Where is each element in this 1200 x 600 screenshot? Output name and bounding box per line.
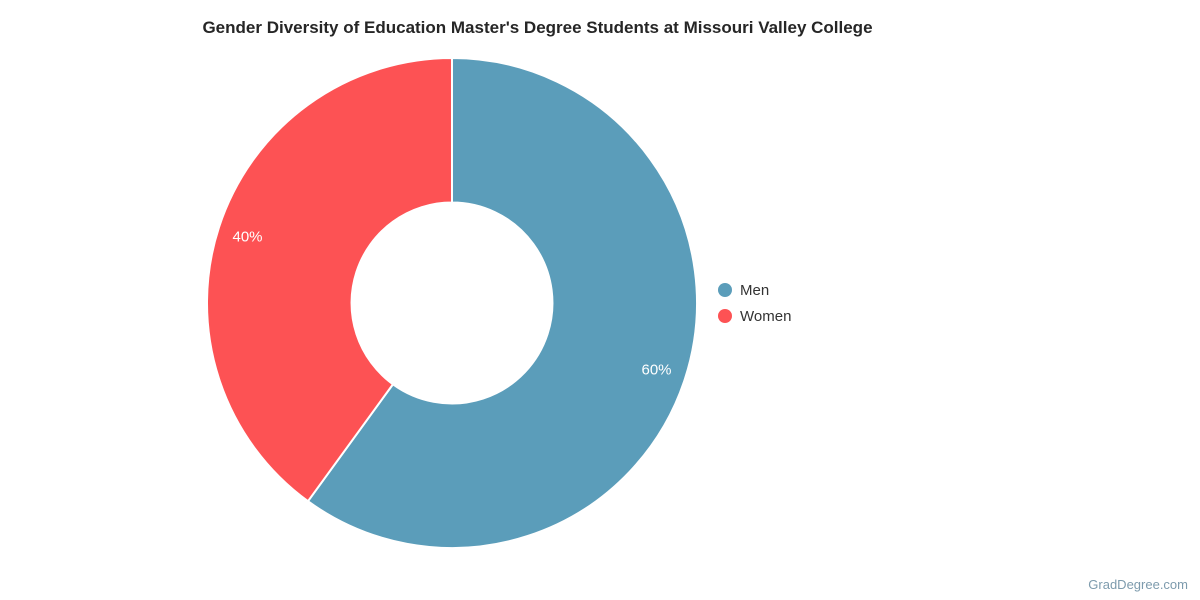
legend-item-women[interactable]: Women [718,303,791,329]
legend-item-men[interactable]: Men [718,277,791,303]
chart-title: Gender Diversity of Education Master's D… [202,18,873,37]
legend-label: Men [740,281,770,299]
legend-marker-icon [718,283,732,297]
watermark: GradDegree.com [1088,577,1188,592]
pie-slice-men[interactable] [306,57,698,549]
pie-slice-women[interactable] [205,57,453,503]
legend-label: Women [740,307,792,325]
data-label-men: 60% [641,361,671,378]
legend-marker-icon [718,309,732,323]
legend: Men Women [718,277,791,329]
data-label-women: 40% [232,229,262,246]
